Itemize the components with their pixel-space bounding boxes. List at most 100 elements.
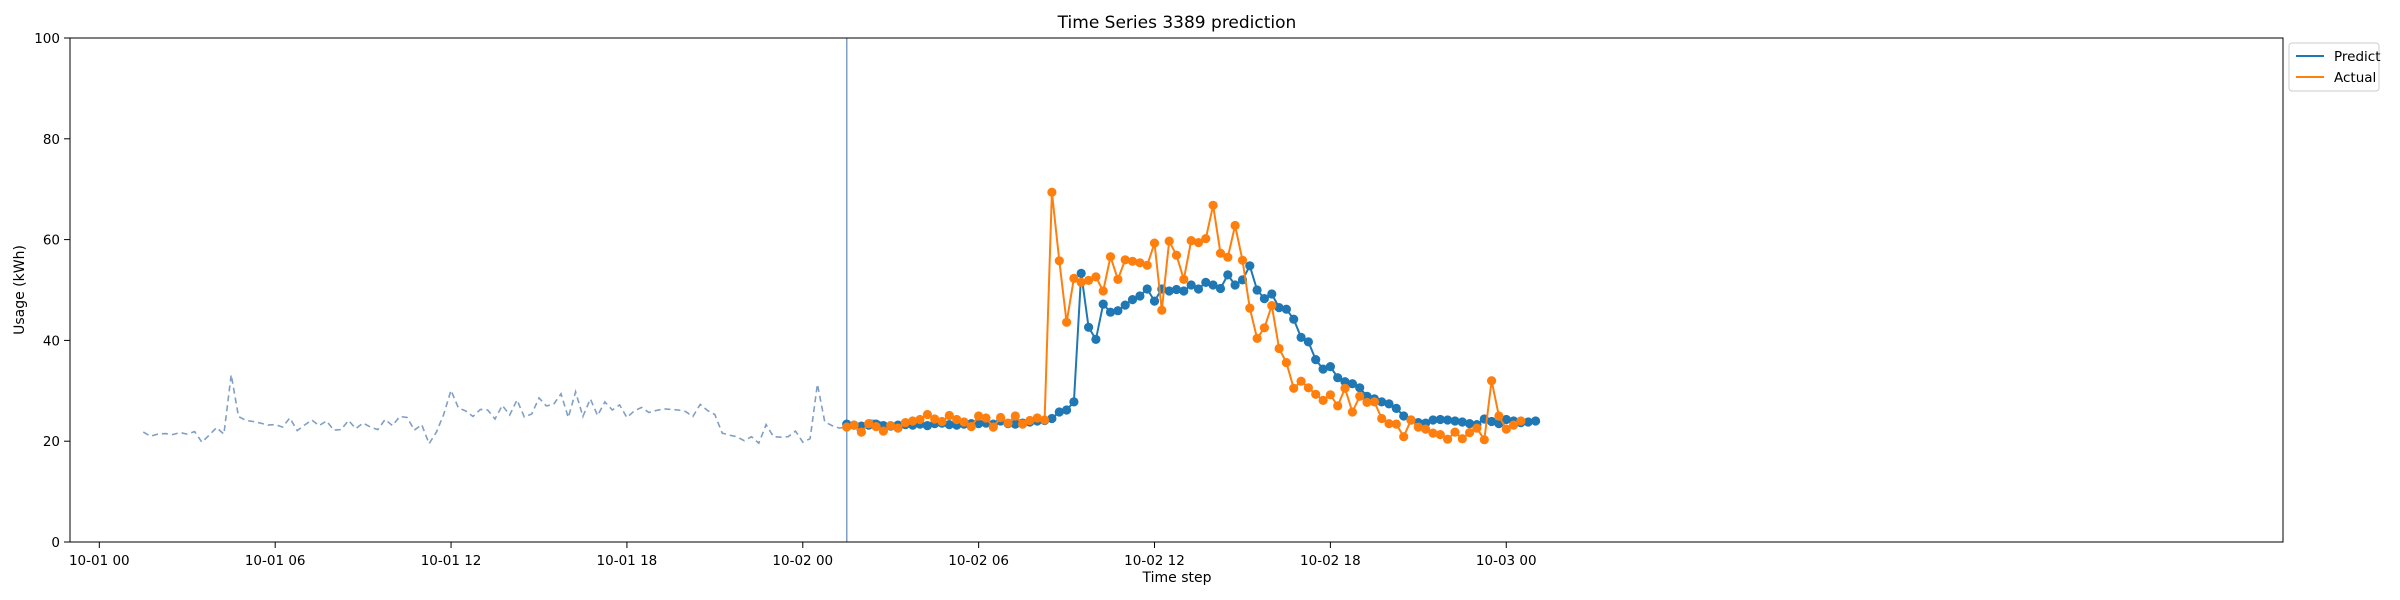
data-point-actual	[1069, 273, 1079, 283]
data-point-predict	[1259, 294, 1269, 304]
data-point-predict	[1333, 373, 1343, 383]
data-point-actual	[1377, 413, 1387, 424]
data-point-actual	[1333, 401, 1343, 411]
data-point-actual	[856, 427, 867, 437]
data-point-predict	[1164, 286, 1174, 296]
data-point-actual	[1149, 238, 1160, 248]
data-point-actual	[1245, 303, 1255, 313]
data-point-actual	[1509, 420, 1519, 430]
data-point-actual	[915, 414, 925, 425]
data-point-actual	[1281, 358, 1291, 368]
data-point-predict	[1245, 261, 1255, 271]
data-point-actual	[1303, 383, 1313, 393]
data-point-predict	[1267, 289, 1277, 299]
data-point-actual	[1421, 424, 1431, 434]
data-point-predict	[1399, 411, 1409, 421]
data-point-actual	[878, 426, 889, 436]
data-point-predict	[1127, 295, 1138, 305]
data-point-predict	[1457, 417, 1467, 427]
data-point-predict	[1289, 314, 1299, 324]
data-point-actual	[1237, 255, 1248, 265]
data-point-predict	[1179, 286, 1189, 296]
data-point-predict	[1215, 283, 1226, 294]
legend-label-predict: Predict	[2334, 49, 2381, 65]
data-point-actual	[886, 421, 896, 431]
data-point-predict	[1208, 280, 1218, 290]
legend-label-actual: Actual	[2334, 70, 2376, 86]
data-point-predict	[1135, 291, 1145, 301]
x-axis-label: Time step	[1142, 570, 1212, 586]
data-point-actual	[900, 418, 911, 428]
data-point-actual	[842, 422, 852, 432]
data-point-predict	[1010, 419, 1020, 429]
data-point-actual	[1076, 277, 1086, 287]
data-point-predict	[1142, 284, 1152, 294]
data-point-actual	[1040, 415, 1050, 425]
data-point-actual	[1325, 390, 1335, 400]
data-point-actual	[871, 422, 881, 432]
data-point-actual	[1443, 434, 1453, 444]
data-point-actual	[1494, 411, 1504, 421]
data-point-actual	[1010, 411, 1020, 421]
data-point-actual	[1215, 248, 1226, 258]
data-point-actual	[937, 416, 947, 427]
plot-frame	[69, 37, 2284, 543]
data-point-predict	[922, 421, 933, 431]
data-point-actual	[1435, 430, 1445, 440]
data-point-predict	[1325, 362, 1335, 372]
data-point-actual	[1142, 260, 1152, 270]
data-point-actual	[1428, 428, 1438, 438]
data-point-actual	[908, 416, 918, 426]
data-point-actual	[1391, 419, 1401, 429]
data-point-actual	[1157, 305, 1167, 315]
data-point-actual	[1340, 383, 1350, 393]
data-point-predict	[1523, 417, 1533, 427]
data-point-actual	[1457, 434, 1467, 444]
data-point-actual	[864, 419, 874, 429]
data-point-actual	[988, 422, 998, 432]
data-point-predict	[1062, 405, 1072, 415]
data-point-actual	[1267, 301, 1277, 311]
data-point-actual	[952, 414, 962, 425]
data-point-predict	[1054, 407, 1064, 417]
data-point-predict	[1201, 277, 1211, 287]
data-point-predict	[1091, 334, 1101, 344]
data-point-actual	[930, 414, 940, 424]
x-tick-label: 10-02 00	[772, 553, 833, 569]
data-point-actual	[1472, 423, 1482, 433]
data-point-actual	[996, 412, 1006, 423]
data-point-actual	[1208, 200, 1218, 210]
data-point-predict	[1113, 306, 1123, 316]
data-point-actual	[1113, 274, 1123, 284]
data-point-predict	[1069, 397, 1079, 407]
data-point-actual	[1025, 415, 1035, 426]
data-point-actual	[1406, 415, 1416, 425]
x-tick-label: 10-03 00	[1476, 553, 1537, 569]
data-point-actual	[966, 422, 976, 432]
data-point-actual	[959, 417, 969, 427]
data-point-actual	[1487, 376, 1497, 386]
data-point-predict	[1076, 268, 1086, 278]
data-point-predict	[1465, 419, 1475, 429]
data-point-predict	[1230, 280, 1240, 290]
series-line-actual	[846, 192, 1522, 443]
data-point-predict	[1340, 377, 1350, 387]
data-point-actual	[893, 423, 903, 433]
data-point-actual	[1369, 397, 1379, 407]
legend: Predict Actual	[2288, 42, 2381, 92]
data-point-predict	[1311, 355, 1321, 365]
data-point-predict	[1318, 364, 1328, 374]
data-point-actual	[1289, 383, 1299, 393]
data-point-predict	[1443, 415, 1453, 425]
data-point-actual	[1399, 432, 1409, 442]
data-point-predict	[1355, 383, 1365, 393]
data-point-predict	[944, 420, 954, 430]
data-point-actual	[1347, 407, 1357, 417]
data-point-predict	[1193, 284, 1204, 294]
data-point-actual	[1201, 234, 1211, 244]
data-point-actual	[1259, 323, 1269, 333]
data-point-actual	[1274, 343, 1284, 354]
data-point-actual	[944, 410, 954, 421]
data-point-predict	[1391, 403, 1401, 413]
data-point-predict	[1531, 416, 1541, 426]
